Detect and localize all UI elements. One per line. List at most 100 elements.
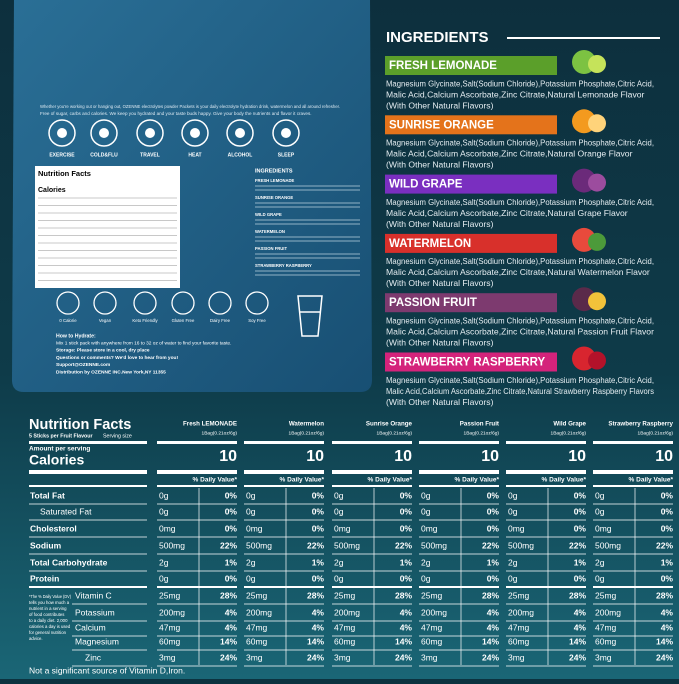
calories-value: 10 (219, 448, 237, 465)
amount: 60mg (595, 636, 617, 646)
daily-value: 22% (482, 540, 499, 550)
ingredient-line: Magnesium Glycinate,Salt(Sodium Chloride… (386, 78, 654, 88)
nutrition-subtitle: 5 Sticks per Fruit Flavour (29, 433, 93, 439)
amount: 2g (421, 557, 431, 567)
daily-value: 1% (487, 557, 500, 567)
fruit-icon (588, 114, 606, 133)
badge-icon (245, 291, 269, 315)
pouch-ingredient-head: WILD GRAPE (255, 212, 282, 217)
direction-line: Support@OZENNE.com (56, 362, 110, 368)
nutrient-name: Magnesium (75, 636, 119, 646)
daily-value: 14% (307, 636, 324, 646)
pouch-label-calories: Calories (38, 187, 66, 194)
thick-rule (332, 441, 412, 444)
badge-label: 0 Calorie (59, 318, 77, 323)
column-serving: 1Bag(0.21oz/6g) (289, 430, 325, 436)
amount: 500mg (334, 540, 360, 550)
calories-value: 10 (655, 448, 673, 465)
amount: 47mg (508, 622, 530, 632)
daily-value: 28% (307, 590, 324, 600)
daily-value: 1% (574, 557, 587, 567)
pouch-ingredients-title: INGREDIENTS (255, 168, 293, 174)
glass-icon (297, 295, 323, 337)
use-icon-dot (281, 128, 291, 138)
ingredient-line: Magnesium Glycinate,Salt(Sodium Chloride… (386, 315, 654, 325)
pouch-label-box (35, 166, 180, 288)
daily-value: 0% (661, 573, 674, 583)
amount: 3mg (246, 652, 263, 662)
amount: 0g (508, 506, 518, 516)
daily-value: 0% (574, 506, 587, 516)
amount: 60mg (508, 636, 530, 646)
thick-rule (593, 441, 673, 444)
amount: 0g (159, 573, 169, 583)
footnote-line: nutrient in a serving (29, 606, 67, 611)
daily-value: 0% (225, 490, 238, 500)
badge-icon (208, 291, 232, 315)
ingredient-line: Malic Acid,Calcium Ascorbate,Zinc Citrat… (386, 89, 645, 99)
amount: 25mg (246, 590, 268, 600)
daily-value: 4% (487, 607, 500, 617)
nutrient-name: Cholesterol (30, 523, 77, 533)
amount: 47mg (246, 622, 268, 632)
amount: 200mg (508, 607, 534, 617)
nutrient-name: Total Fat (30, 490, 65, 500)
amount: 60mg (159, 636, 181, 646)
badge-label: Soy Free (248, 318, 266, 323)
ingredient-line: Malic Acid,Calcium Ascorbate,Zinc Citrat… (386, 208, 628, 218)
daily-value: 1% (225, 557, 238, 567)
footnote-line: calories a day is used (29, 624, 71, 629)
direction-line: How to Hydrate: (56, 333, 96, 339)
thick-rule (29, 586, 147, 588)
daily-value: 0% (225, 573, 238, 583)
fruit-icon (588, 173, 606, 192)
amount: 25mg (595, 590, 617, 600)
amount: 0g (421, 573, 431, 583)
column-serving: 1Bag(0.21oz/6g) (464, 430, 500, 436)
ingredient-line: Magnesium Glycinate,Salt(Sodium Chloride… (386, 197, 654, 207)
use-label: TRAVEL (140, 152, 160, 158)
amount: 0g (159, 490, 169, 500)
daily-value: 0% (400, 573, 413, 583)
use-icon (181, 119, 209, 147)
amount: 0g (421, 490, 431, 500)
use-icon (136, 119, 164, 147)
flavor-name: FRESH LEMONADE (389, 60, 497, 72)
nutrient-name: Calcium (75, 622, 106, 632)
amount: 47mg (421, 622, 443, 632)
ingredient-line: (With Other Natural Flavors) (386, 219, 494, 229)
calories-value: 10 (394, 448, 412, 465)
badge-label: Dairy Free (210, 318, 231, 323)
daily-value: 4% (225, 607, 238, 617)
daily-value: 28% (569, 590, 586, 600)
thick-rule (157, 586, 237, 588)
thick-rule (506, 441, 586, 444)
daily-value: 24% (656, 652, 673, 662)
flavor-banner (385, 174, 557, 194)
flavor-banner (385, 115, 557, 135)
use-icon (272, 119, 300, 147)
dv-header: % Daily Value* (629, 477, 674, 484)
amount: 2g (159, 557, 169, 567)
nutrient-name: Zinc (85, 652, 102, 662)
daily-value: 0% (574, 523, 587, 533)
ingredient-line: Magnesium Glycinate,Salt(Sodium Chloride… (386, 256, 654, 266)
column-serving: 1Bag(0.21oz/6g) (638, 430, 674, 436)
use-icon (90, 119, 118, 147)
footnote-line: of food contributes (29, 612, 64, 617)
direction-line: Mix 1 stick pack with anywhere from 16 t… (56, 340, 231, 346)
amount: 500mg (421, 540, 447, 550)
dv-header: % Daily Value* (542, 477, 587, 484)
thick-rule (419, 441, 499, 444)
use-icon-dot (99, 128, 109, 138)
badge-label: Keto Friendly (132, 318, 158, 323)
use-icon-dot (57, 128, 67, 138)
amount: 3mg (334, 652, 351, 662)
daily-value: 14% (395, 636, 412, 646)
badge-icon (171, 291, 195, 315)
thick-rule (506, 586, 586, 588)
footnote-line: to a daily diet. 2,000 (29, 618, 68, 623)
badge-label: Gluten Free (172, 318, 195, 323)
amount: 500mg (508, 540, 534, 550)
direction-line: Questions or comments? We'd love to hear… (56, 355, 178, 361)
